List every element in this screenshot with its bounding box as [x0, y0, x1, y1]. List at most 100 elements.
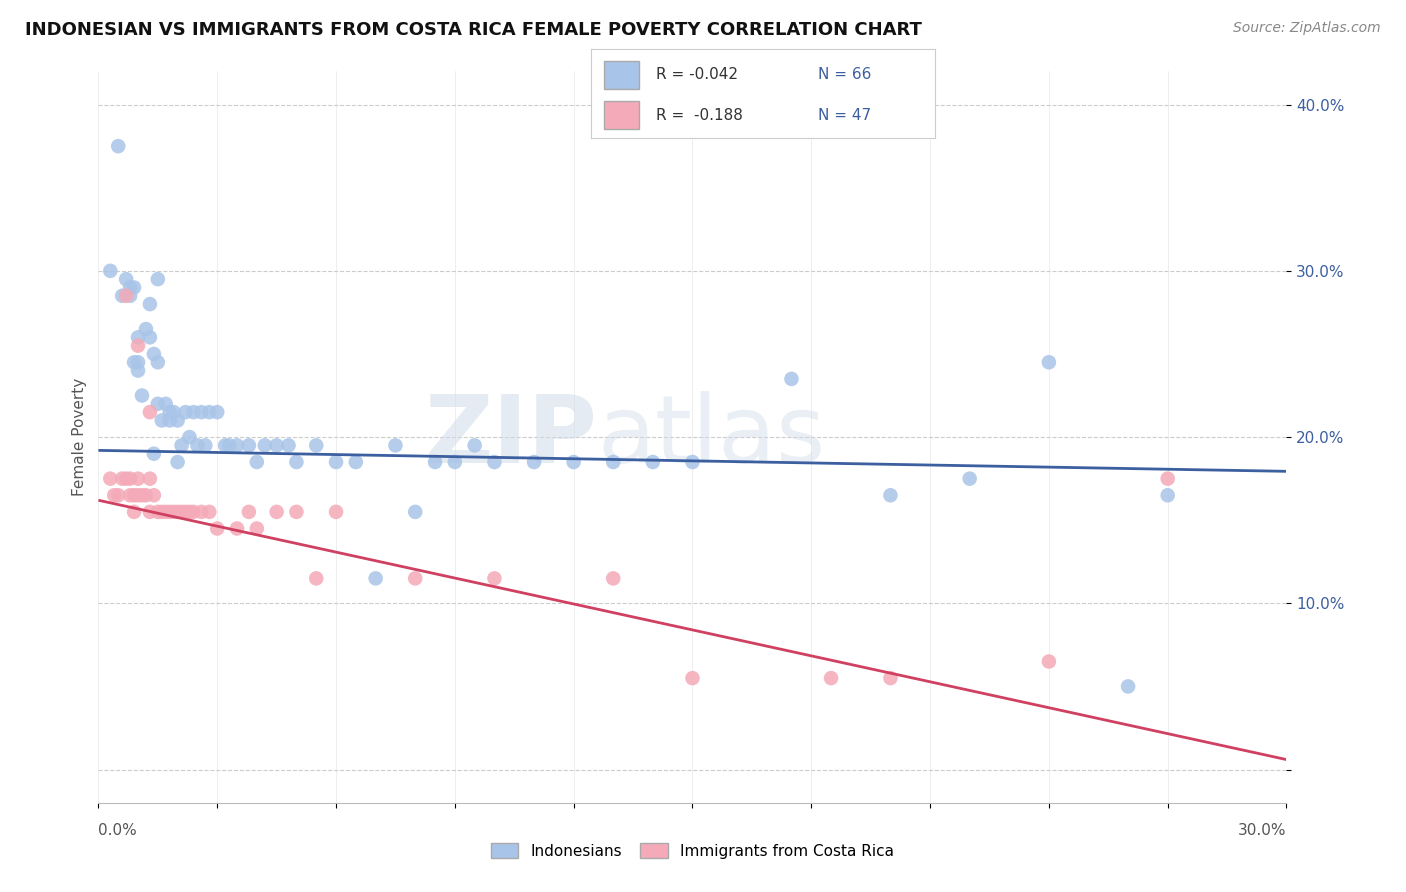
Point — [135, 488, 157, 502]
Point — [142, 347, 165, 361]
Point — [325, 505, 347, 519]
Point — [1116, 680, 1139, 694]
Point — [120, 280, 142, 294]
Text: R = -0.042: R = -0.042 — [657, 68, 738, 82]
Point — [423, 455, 446, 469]
Point — [780, 372, 803, 386]
Point — [820, 671, 842, 685]
Point — [139, 330, 162, 344]
Point — [681, 671, 703, 685]
Point — [305, 571, 328, 585]
Point — [111, 289, 134, 303]
Point — [127, 363, 149, 377]
Point — [166, 455, 188, 469]
Point — [115, 472, 138, 486]
Point — [146, 355, 169, 369]
Point — [183, 505, 205, 519]
Point — [484, 571, 506, 585]
Legend: Indonesians, Immigrants from Costa Rica: Indonesians, Immigrants from Costa Rica — [485, 837, 900, 864]
Point — [681, 455, 703, 469]
Point — [1156, 472, 1178, 486]
FancyBboxPatch shape — [605, 101, 638, 129]
Point — [174, 505, 197, 519]
Text: INDONESIAN VS IMMIGRANTS FROM COSTA RICA FEMALE POVERTY CORRELATION CHART: INDONESIAN VS IMMIGRANTS FROM COSTA RICA… — [25, 21, 922, 38]
Point — [142, 447, 165, 461]
Point — [150, 413, 173, 427]
Point — [170, 505, 193, 519]
Point — [364, 571, 387, 585]
Point — [115, 289, 138, 303]
Point — [139, 505, 162, 519]
Text: N = 47: N = 47 — [818, 108, 870, 122]
Point — [277, 438, 299, 452]
Point — [127, 488, 149, 502]
Point — [163, 405, 186, 419]
Point — [464, 438, 486, 452]
Point — [139, 297, 162, 311]
Point — [127, 338, 149, 352]
Y-axis label: Female Poverty: Female Poverty — [72, 378, 87, 496]
Point — [179, 430, 201, 444]
Point — [484, 455, 506, 469]
Point — [163, 505, 186, 519]
Point — [194, 438, 217, 452]
Point — [142, 488, 165, 502]
Point — [523, 455, 546, 469]
Point — [135, 322, 157, 336]
Point — [190, 505, 212, 519]
Point — [159, 405, 181, 419]
Point — [214, 438, 236, 452]
Point — [107, 488, 129, 502]
Point — [285, 505, 308, 519]
Point — [139, 405, 162, 419]
Point — [122, 280, 145, 294]
Point — [1038, 355, 1060, 369]
Point — [111, 472, 134, 486]
Point — [146, 272, 169, 286]
Point — [384, 438, 406, 452]
Point — [226, 521, 249, 535]
Point — [238, 438, 260, 452]
Point — [127, 330, 149, 344]
Point — [107, 139, 129, 153]
Text: 0.0%: 0.0% — [98, 822, 138, 838]
Point — [205, 405, 228, 419]
Point — [159, 505, 181, 519]
Text: ZIP: ZIP — [425, 391, 598, 483]
Point — [115, 272, 138, 286]
Point — [246, 455, 269, 469]
Point — [174, 405, 197, 419]
Point — [404, 505, 426, 519]
Point — [122, 505, 145, 519]
Text: N = 66: N = 66 — [818, 68, 872, 82]
Point — [444, 455, 467, 469]
Point — [155, 505, 177, 519]
Point — [879, 671, 901, 685]
Point — [198, 405, 221, 419]
Point — [266, 438, 288, 452]
Point — [127, 472, 149, 486]
Point — [159, 413, 181, 427]
Point — [122, 488, 145, 502]
Point — [959, 472, 981, 486]
Point — [186, 438, 208, 452]
Point — [131, 388, 153, 402]
Point — [602, 455, 624, 469]
Point — [166, 413, 188, 427]
Point — [879, 488, 901, 502]
Point — [150, 505, 173, 519]
Point — [404, 571, 426, 585]
Point — [344, 455, 367, 469]
Point — [98, 264, 121, 278]
Point — [155, 397, 177, 411]
Point — [139, 472, 162, 486]
Point — [1038, 655, 1060, 669]
Point — [146, 397, 169, 411]
Point — [641, 455, 664, 469]
Point — [166, 505, 188, 519]
Point — [98, 472, 121, 486]
Point — [226, 438, 249, 452]
Point — [120, 488, 142, 502]
Point — [305, 438, 328, 452]
Text: atlas: atlas — [598, 391, 825, 483]
